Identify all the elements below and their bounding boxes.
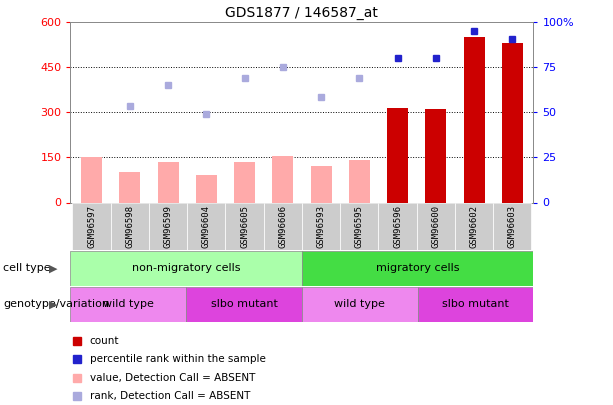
Text: GSM96593: GSM96593 (316, 205, 326, 248)
Bar (196, 175, 217, 202)
Bar (302, 203, 340, 250)
Text: migratory cells: migratory cells (376, 263, 459, 273)
Text: count: count (90, 336, 120, 346)
Text: GSM96595: GSM96595 (355, 205, 364, 248)
Bar (234, 162, 255, 202)
Bar (455, 203, 493, 250)
Title: GDS1877 / 146587_at: GDS1877 / 146587_at (226, 6, 378, 20)
Text: cell type: cell type (3, 263, 51, 273)
Bar (158, 162, 178, 202)
Text: ▶: ▶ (49, 263, 58, 273)
Bar (493, 203, 531, 250)
Text: slbo mutant: slbo mutant (211, 299, 278, 309)
Bar (70, 251, 302, 286)
Text: ▶: ▶ (49, 299, 58, 309)
Bar (264, 203, 302, 250)
Bar (187, 203, 226, 250)
Bar (302, 251, 533, 286)
Bar (463, 37, 484, 202)
Text: rank, Detection Call = ABSENT: rank, Detection Call = ABSENT (90, 391, 250, 401)
Bar (272, 156, 293, 202)
Bar (72, 203, 111, 250)
Bar (417, 203, 455, 250)
Text: non-migratory cells: non-migratory cells (132, 263, 240, 273)
Bar (186, 287, 302, 322)
Bar (149, 203, 187, 250)
Bar (311, 166, 332, 202)
Text: GSM96599: GSM96599 (164, 205, 172, 248)
Bar (378, 203, 417, 250)
Bar (502, 43, 523, 203)
Text: GSM96605: GSM96605 (240, 205, 249, 248)
Bar (81, 158, 102, 202)
Text: slbo mutant: slbo mutant (442, 299, 509, 309)
Bar (387, 108, 408, 202)
Text: percentile rank within the sample: percentile rank within the sample (90, 354, 265, 364)
Text: GSM96604: GSM96604 (202, 205, 211, 248)
Bar (120, 173, 140, 202)
Bar (340, 203, 378, 250)
Text: wild type: wild type (334, 299, 385, 309)
Bar (417, 287, 533, 322)
Text: value, Detection Call = ABSENT: value, Detection Call = ABSENT (90, 373, 255, 383)
Text: GSM96603: GSM96603 (508, 205, 517, 248)
Text: GSM96596: GSM96596 (393, 205, 402, 248)
Text: wild type: wild type (103, 299, 154, 309)
Bar (302, 287, 417, 322)
Text: GSM96600: GSM96600 (432, 205, 440, 248)
Text: genotype/variation: genotype/variation (3, 299, 109, 309)
Bar (70, 287, 186, 322)
Text: GSM96602: GSM96602 (470, 205, 479, 248)
Text: GSM96597: GSM96597 (87, 205, 96, 248)
Bar (111, 203, 149, 250)
Bar (349, 160, 370, 202)
Bar (425, 109, 446, 202)
Text: GSM96606: GSM96606 (278, 205, 287, 248)
Bar (226, 203, 264, 250)
Text: GSM96598: GSM96598 (125, 205, 134, 248)
